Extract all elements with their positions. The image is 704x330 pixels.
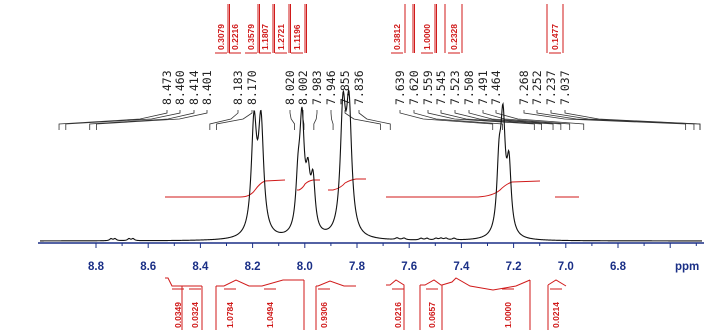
- peak-leader-line: [482, 110, 571, 130]
- axis-tick-label: 8.4: [192, 261, 209, 273]
- peak-label: 8.414: [187, 70, 201, 105]
- bottom-integral-value: 0.0657: [427, 302, 437, 328]
- top-integral-value: 0.3812: [392, 24, 402, 50]
- bottom-integral-boxes: 0.0349 0.0324 1.0784 1.0494 0.9306 0.0216 0.06…: [165, 277, 567, 330]
- peak-label: 7.545: [434, 70, 448, 105]
- peak-label: 8.183: [231, 70, 245, 105]
- peak-leader-line: [330, 110, 334, 130]
- integral-curve: [328, 178, 366, 191]
- peak-leader-line: [427, 110, 535, 130]
- bottom-integral-value: 0.0216: [393, 302, 403, 328]
- axis-tick-label: 8.2: [245, 261, 261, 273]
- peak-label: 7.464: [489, 70, 503, 105]
- peak-leader-line: [358, 110, 391, 130]
- bottom-integral-value: 0.0214: [551, 302, 561, 328]
- top-integral-value: 1.2721: [276, 24, 286, 50]
- bottom-integral-value: 1.0000: [503, 302, 513, 328]
- axis-tick-label: 8.0: [297, 261, 313, 273]
- top-integral-value: 1.1807: [260, 24, 270, 50]
- peak-leader-line: [289, 110, 295, 130]
- peak-leader-line: [468, 110, 562, 130]
- top-integral-value: 1.1196: [292, 24, 302, 50]
- integral-bracket: [547, 279, 567, 287]
- peak-label: 8.002: [296, 70, 310, 105]
- peak-label: 7.620: [407, 70, 421, 105]
- peak-leader-line: [209, 110, 239, 130]
- peak-leader-line: [564, 110, 701, 130]
- integral-curves: [165, 178, 579, 198]
- peak-label: 7.491: [476, 70, 490, 105]
- peak-leader-line: [313, 110, 318, 130]
- peak-leader-line: [536, 110, 695, 130]
- integral-bracket: [165, 277, 202, 287]
- peak-leader-line: [216, 110, 253, 130]
- bottom-integral-value: 0.0324: [190, 302, 200, 328]
- integral-curve: [165, 179, 286, 198]
- peak-leader-line: [399, 110, 494, 130]
- peak-label: 8.020: [283, 70, 297, 105]
- peak-leader-line: [413, 110, 503, 130]
- integral-bracket: [260, 279, 304, 287]
- top-integral-value: 1.0000: [422, 24, 432, 50]
- integral-bracket: [420, 279, 442, 286]
- peak-leader-line: [523, 110, 687, 130]
- ppm-axis: ppm 8.8 8.6 8.4 8.2 8.0 7.8 7.6 7.4 7.2 7.0 6.8: [38, 242, 704, 273]
- peak-label: 7.836: [352, 70, 366, 105]
- axis-tick-label: 7.2: [506, 261, 522, 273]
- peak-label: 7.268: [517, 70, 531, 105]
- top-integral-value: 0.3579: [246, 24, 256, 50]
- axis-tick-label: 8.8: [88, 261, 105, 273]
- top-integral-value: 0.2328: [449, 24, 459, 50]
- peak-leader-line: [65, 110, 181, 130]
- peak-label: 8.401: [200, 70, 214, 105]
- peak-label: 8.170: [245, 70, 259, 105]
- bottom-integral-value: 1.0784: [225, 302, 235, 328]
- axis-tick-label: 7.6: [401, 261, 417, 273]
- peak-label: 7.855: [338, 70, 352, 105]
- axis-tick-label: 7.4: [453, 261, 470, 273]
- peak-leader-line: [344, 110, 381, 130]
- peak-leader-line: [96, 110, 208, 130]
- peak-label: 7.639: [393, 70, 407, 105]
- peak-label: 7.523: [448, 70, 462, 105]
- peak-label: 7.237: [544, 70, 558, 105]
- peak-label: 7.037: [558, 70, 572, 105]
- bottom-integral-value: 0.0349: [173, 302, 183, 328]
- integral-bracket: [216, 279, 260, 287]
- peak-leader-line: [495, 110, 585, 130]
- integral-curve: [297, 179, 320, 191]
- axis-tick-label: 8.6: [140, 261, 156, 273]
- peak-label-group: 8.473 8.460 8.414 8.401 8.183 8.170 8.020 8.002…: [58, 70, 701, 130]
- peak-leader-line: [89, 110, 195, 130]
- peak-label: 7.252: [530, 70, 544, 105]
- peak-label: 7.508: [462, 70, 476, 105]
- top-integral-value: 0.2216: [230, 24, 240, 50]
- axis-tick-label: 7.8: [349, 261, 366, 273]
- integral-bracket: [316, 280, 356, 287]
- top-integral-boxes: 0.3079 0.2216 0.3579 1.1807 1.2721 1.1196 0.38…: [215, 4, 564, 54]
- top-integral-value: 0.3079: [216, 24, 226, 50]
- integral-bracket: [386, 279, 405, 330]
- peak-leader-line: [58, 110, 168, 130]
- axis-tick-label: 6.8: [610, 261, 627, 273]
- integral-bracket: [441, 277, 531, 291]
- peak-label: 7.946: [324, 70, 338, 105]
- peak-label: 8.473: [160, 70, 174, 105]
- peak-leader-line: [440, 110, 542, 130]
- peak-label: 8.460: [173, 70, 187, 105]
- integral-curve: [386, 180, 541, 198]
- axis-tick-label: 7.0: [558, 261, 574, 273]
- bottom-integral-value: 1.0494: [265, 302, 275, 328]
- axis-unit-label: ppm: [675, 261, 699, 273]
- peak-label: 7.559: [421, 70, 435, 105]
- peak-label: 7.983: [310, 70, 324, 105]
- spectrum-trace: [40, 88, 702, 242]
- peak-leader-line: [454, 110, 554, 130]
- top-integral-value: 0.1477: [550, 24, 560, 50]
- bottom-integral-value: 0.9306: [319, 302, 329, 328]
